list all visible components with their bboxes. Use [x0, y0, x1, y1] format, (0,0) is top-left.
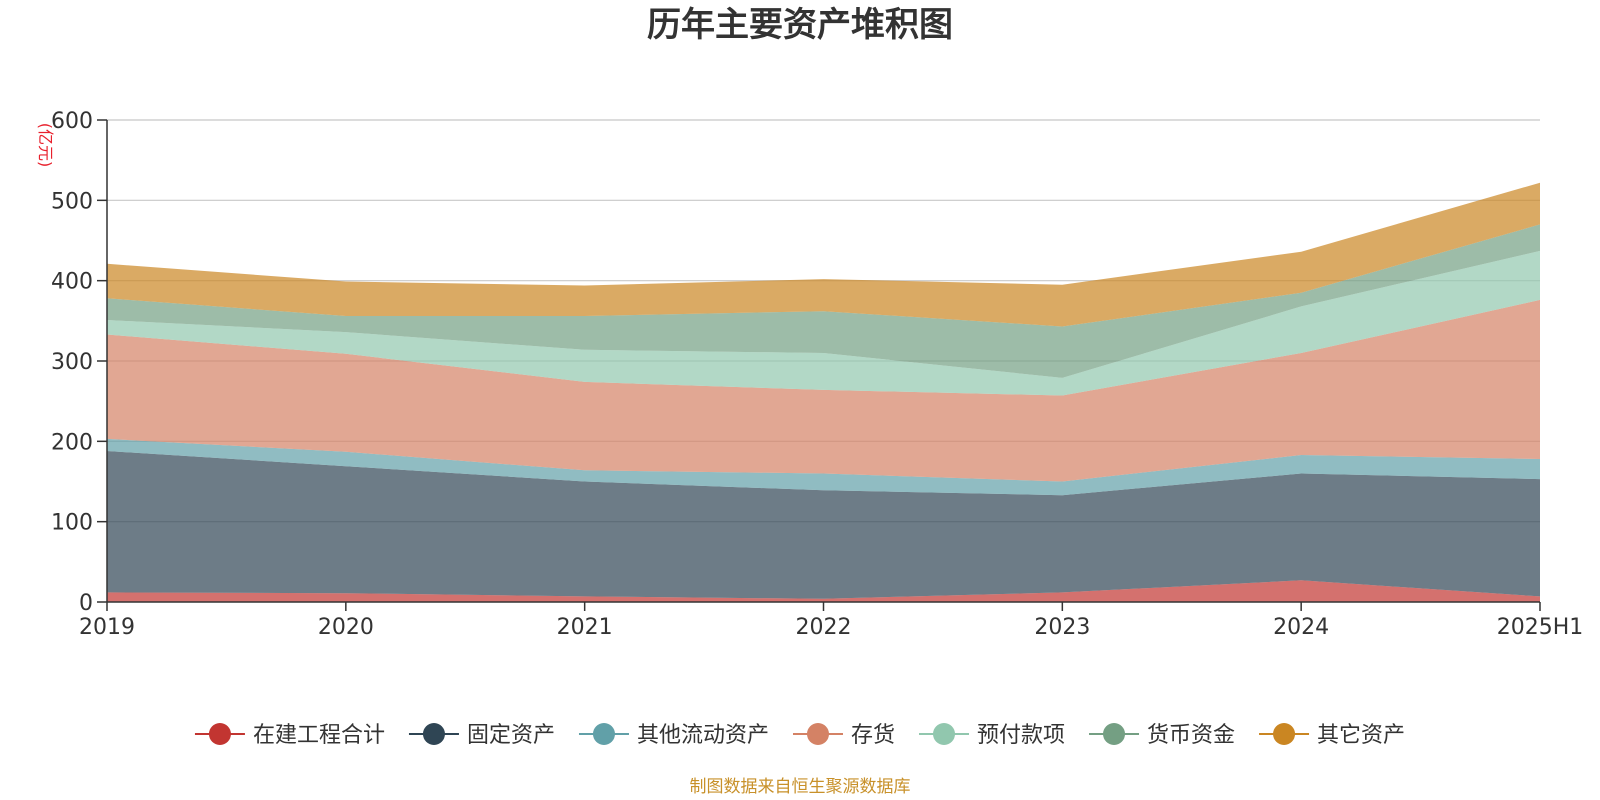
legend-label: 其他流动资产 — [637, 723, 769, 748]
legend-item: 固定资产 — [408, 723, 555, 748]
legend-label: 货币资金 — [1147, 723, 1235, 748]
y-tick-label: 200 — [51, 430, 93, 455]
legend-item: 预付款项 — [919, 723, 1065, 748]
legend-label: 存货 — [851, 723, 895, 748]
x-tick-label: 2023 — [1034, 615, 1090, 640]
y-tick-label: 300 — [51, 350, 93, 375]
legend-marker — [208, 723, 231, 745]
area-series — [107, 182, 1540, 602]
area-series-7 — [107, 182, 1540, 327]
area-series-4 — [107, 299, 1540, 482]
chart-title: 历年主要资产堆积图 — [647, 5, 953, 45]
legend-item: 其它资产 — [1259, 723, 1405, 748]
legend-item: 其他流动资产 — [578, 723, 769, 748]
axes — [106, 120, 1541, 611]
legend-marker — [1273, 723, 1296, 745]
legend-marker — [933, 723, 956, 745]
area-series-6 — [107, 224, 1540, 378]
legend-label: 预付款项 — [977, 723, 1065, 748]
y-tick-label: 400 — [51, 270, 93, 295]
x-tick-label: 2024 — [1273, 615, 1329, 640]
legend-item: 在建工程合计 — [194, 723, 385, 748]
legend-marker — [592, 723, 615, 745]
x-tick-label: 2022 — [796, 615, 852, 640]
y-axis-unit: (亿元) — [36, 123, 55, 168]
y-tick-label: 500 — [51, 189, 93, 214]
x-tick-label: 2019 — [79, 615, 135, 640]
y-tick-label: 600 — [51, 109, 93, 134]
x-tick-label: 2025H1 — [1497, 615, 1584, 640]
area-series-5 — [107, 250, 1540, 396]
legend-marker — [1103, 723, 1126, 745]
source-note: 制图数据来自恒生聚源数据库 — [690, 777, 911, 797]
legend-label: 在建工程合计 — [253, 723, 385, 748]
y-axis-tick-labels: 0 100 200 300 400 500 600 — [51, 109, 93, 616]
legend: 在建工程合计 固定资产 其他流动资产 存货 预付款项 货币资金 其它资产 — [194, 723, 1405, 748]
legend-marker — [806, 723, 829, 745]
x-axis-tick-labels: 2019 2020 2021 2022 2023 2024 2025H1 — [79, 615, 1583, 640]
legend-label: 其它资产 — [1317, 723, 1405, 748]
legend-marker — [422, 723, 445, 745]
x-tick-label: 2020 — [318, 615, 374, 640]
legend-item: 货币资金 — [1089, 723, 1235, 748]
y-tick-label: 0 — [79, 591, 93, 616]
x-tick-label: 2021 — [557, 615, 613, 640]
y-tick-label: 100 — [51, 511, 93, 536]
area-series-2 — [107, 451, 1540, 599]
area-series-1 — [107, 580, 1540, 602]
area-series-3 — [107, 438, 1540, 496]
legend-label: 固定资产 — [467, 723, 555, 748]
legend-item: 存货 — [792, 723, 895, 748]
